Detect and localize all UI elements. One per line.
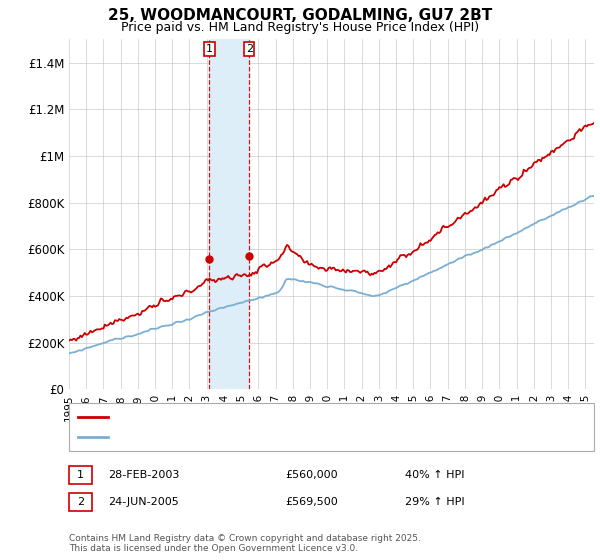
Text: 28-FEB-2003: 28-FEB-2003 — [108, 470, 179, 480]
Text: HPI: Average price, detached house, Waverley: HPI: Average price, detached house, Wave… — [114, 432, 372, 442]
Bar — [244, 41, 254, 55]
Text: 2: 2 — [77, 497, 84, 507]
Text: 40% ↑ HPI: 40% ↑ HPI — [405, 470, 464, 480]
Text: 25, WOODMANCOURT, GODALMING, GU7 2BT: 25, WOODMANCOURT, GODALMING, GU7 2BT — [108, 8, 492, 24]
Text: £569,500: £569,500 — [285, 497, 338, 507]
Text: 25, WOODMANCOURT, GODALMING, GU7 2BT (detached house): 25, WOODMANCOURT, GODALMING, GU7 2BT (de… — [114, 412, 470, 422]
Text: 24-JUN-2005: 24-JUN-2005 — [108, 497, 179, 507]
Text: 2: 2 — [245, 44, 253, 54]
Bar — [204, 41, 215, 55]
Text: £560,000: £560,000 — [285, 470, 338, 480]
Bar — [209, 39, 249, 389]
Text: 29% ↑ HPI: 29% ↑ HPI — [405, 497, 464, 507]
Text: Price paid vs. HM Land Registry's House Price Index (HPI): Price paid vs. HM Land Registry's House … — [121, 21, 479, 34]
Text: 1: 1 — [206, 44, 213, 54]
Text: 1: 1 — [77, 470, 84, 480]
Text: Contains HM Land Registry data © Crown copyright and database right 2025.
This d: Contains HM Land Registry data © Crown c… — [69, 534, 421, 553]
